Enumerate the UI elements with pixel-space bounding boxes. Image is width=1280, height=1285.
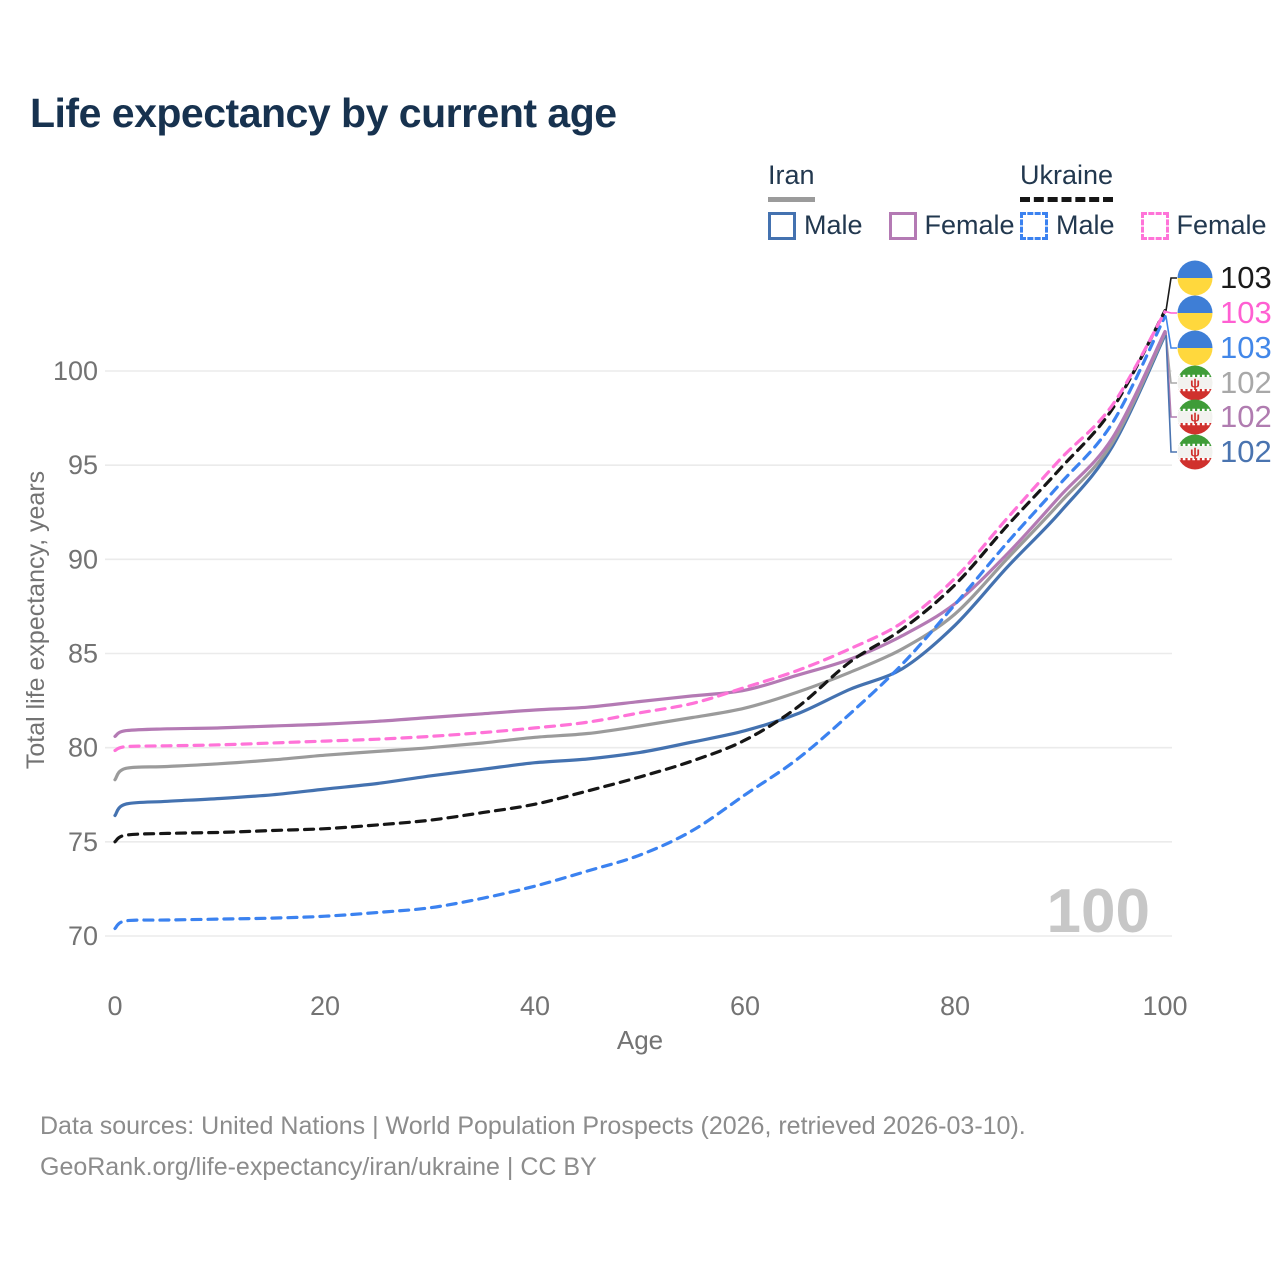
end-value: 103 [1220, 330, 1272, 365]
legend-swatch [1020, 211, 1048, 240]
y-axis-title: Total life expectancy, years [22, 471, 50, 769]
page-title: Life expectancy by current age [30, 90, 617, 136]
legend-group-ukraine: Ukraine Male Female [1020, 160, 1267, 241]
y-tick-100: 100 [53, 356, 98, 386]
x-axis-title: Age [617, 1025, 663, 1055]
legend-item-ukraine-male[interactable]: Male [1020, 210, 1115, 241]
watermark: 100 [1047, 877, 1150, 946]
ukraine-flag [1177, 260, 1213, 296]
legend-item-ukraine-female[interactable]: Female [1140, 210, 1267, 241]
end-label-connector-1 [1165, 310, 1177, 314]
series-line-ukraine-male [113, 314, 1167, 931]
legend-swatch [1140, 211, 1169, 240]
svg-text:ψ: ψ [1190, 376, 1200, 391]
legend-item-label: Female [924, 210, 1015, 240]
legend-country-label: Ukraine [1020, 160, 1114, 202]
end-value: 102 [1220, 365, 1272, 400]
legend-item-label: Female [1176, 210, 1267, 240]
legend-item-iran-female[interactable]: Female [888, 210, 1015, 241]
end-label-row-ukraine-female: 103 [1177, 295, 1272, 331]
end-label-connector-2 [1165, 316, 1177, 349]
y-tick-70: 70 [68, 921, 98, 951]
x-tick-100: 100 [1142, 991, 1187, 1021]
iran-flag: ψ [1177, 434, 1213, 470]
y-tick-85: 85 [68, 639, 98, 669]
legend-swatch [768, 211, 796, 240]
svg-text:ψ: ψ [1190, 410, 1200, 425]
end-value: 102 [1220, 399, 1272, 434]
x-tick-40: 40 [520, 991, 550, 1021]
legend-group-iran: Iran Male Female [768, 160, 1015, 241]
series-line-ukraine-total [113, 309, 1167, 844]
y-tick-80: 80 [68, 733, 98, 763]
end-label-row-iran-female: ψ 102 [1177, 399, 1272, 435]
end-label-row-iran-male: ψ 102 [1177, 434, 1272, 470]
x-tick-80: 80 [940, 991, 970, 1021]
y-tick-75: 75 [68, 827, 98, 857]
end-label-row-ukraine-male: 103 [1177, 330, 1272, 366]
y-tick-95: 95 [68, 450, 98, 480]
iran-flag: ψ [1177, 399, 1213, 435]
series-line-iran-male [113, 333, 1167, 818]
ukraine-flag [1177, 330, 1213, 366]
x-tick-0: 0 [107, 991, 122, 1021]
legend-country-label: Iran [768, 160, 815, 202]
end-label-row-iran-total: ψ 102 [1177, 365, 1272, 401]
end-label-connector-5 [1165, 335, 1177, 453]
attribution-line: GeoRank.org/life-expectancy/iran/ukraine… [40, 1153, 597, 1181]
svg-text:ψ: ψ [1190, 445, 1200, 460]
series-line-iran-female [113, 329, 1167, 738]
x-tick-60: 60 [730, 991, 760, 1021]
series-line-iran-total [113, 331, 1167, 782]
series-line-ukraine-female [113, 310, 1167, 753]
iran-flag: ψ [1177, 365, 1213, 401]
data-source-line: Data sources: United Nations | World Pop… [40, 1112, 1026, 1140]
legend-item-label: Male [804, 210, 863, 240]
legend-item-iran-male[interactable]: Male [768, 210, 863, 241]
footer: Data sources: United Nations | World Pop… [40, 1106, 1026, 1188]
y-tick-90: 90 [68, 544, 98, 574]
end-label-connector-0 [1165, 277, 1177, 311]
end-label-row-ukraine-total: 103 [1177, 260, 1272, 296]
ukraine-flag [1177, 295, 1213, 331]
legend-swatch [888, 211, 917, 240]
end-value: 102 [1220, 434, 1272, 469]
x-tick-20: 20 [310, 991, 340, 1021]
legend-item-label: Male [1056, 210, 1115, 240]
end-value: 103 [1220, 260, 1272, 295]
end-value: 103 [1220, 295, 1272, 330]
